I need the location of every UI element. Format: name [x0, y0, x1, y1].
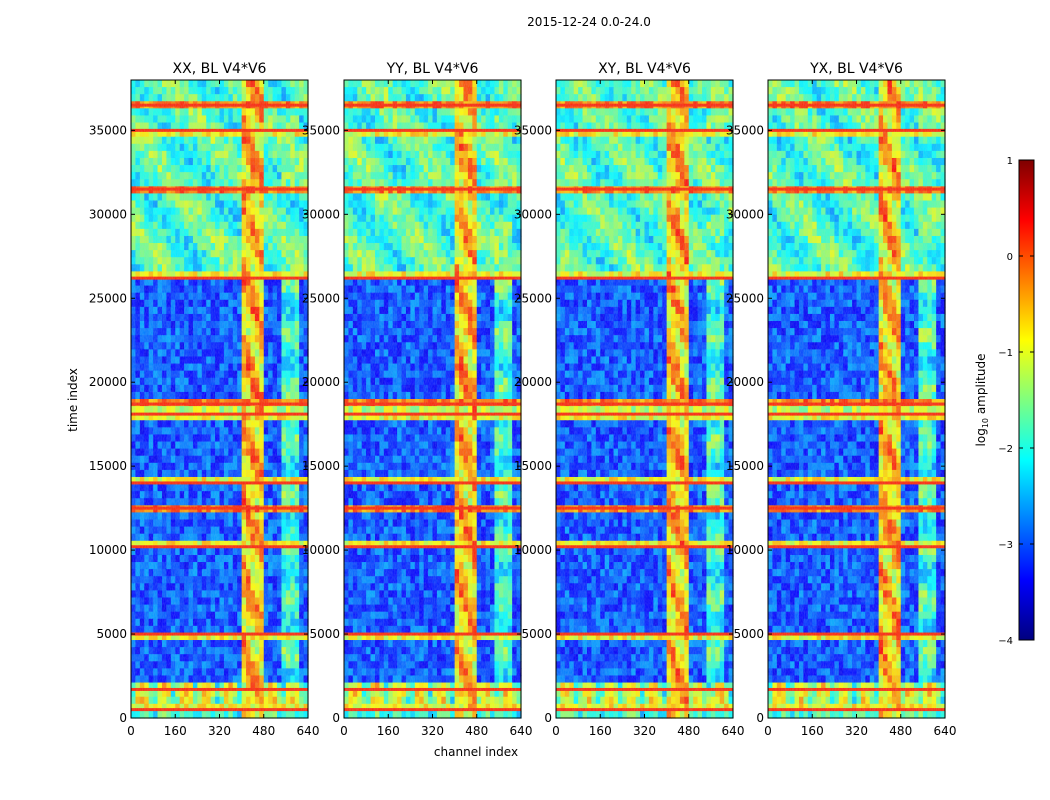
- panel-title: YY, BL V4*V6: [386, 61, 479, 77]
- x-tick-label: 640: [297, 724, 320, 738]
- heatmap-texture: [131, 80, 308, 718]
- panel-1: XX, BL V4*V6 0 160 320 480 640 0 5000 10000 15000…: [89, 61, 320, 738]
- figure-title: 2015-12-24 0.0-24.0: [527, 15, 651, 29]
- x-tick-label: 480: [252, 724, 275, 738]
- y-tick-label: 35000: [89, 123, 127, 137]
- y-tick-label: 15000: [89, 459, 127, 473]
- y-tick-label: 10000: [89, 543, 127, 557]
- panel-2: YY, BL V4*V60 160 320 480 640050001000015000…: [302, 61, 533, 738]
- y-tick-label: 0: [119, 711, 127, 725]
- y-tick-label: 5000: [96, 627, 127, 641]
- x-tick-label: 160: [164, 724, 187, 738]
- x-tick-label: 320: [208, 724, 231, 738]
- y-tick-label: 25000: [89, 291, 127, 305]
- x-tick-label: 0: [127, 724, 135, 738]
- panel-title: XX, BL V4*V6: [173, 61, 267, 77]
- y-tick-label: 30000: [89, 207, 127, 221]
- y-tick-label: 20000: [89, 375, 127, 389]
